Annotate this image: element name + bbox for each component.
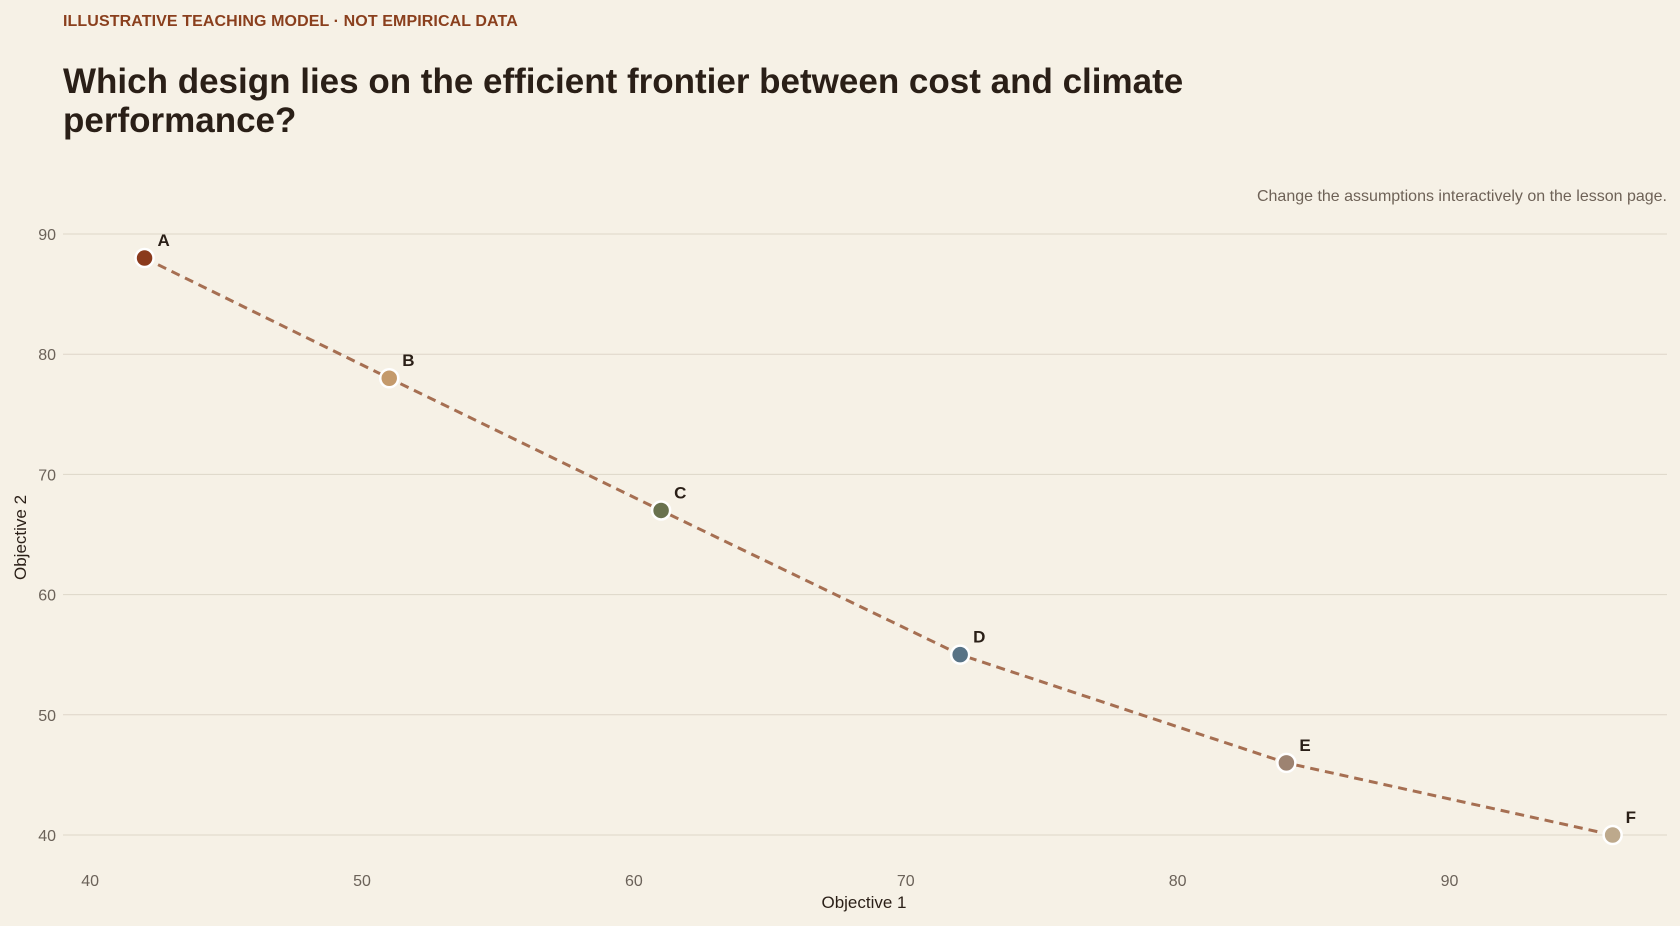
design-point-e[interactable]: [1276, 752, 1297, 774]
x-tick-label: 40: [81, 873, 99, 890]
design-label-e: E: [1299, 736, 1310, 755]
design-point-b[interactable]: [378, 367, 400, 389]
y-tick-label: 60: [38, 588, 56, 605]
y-tick-label: 40: [38, 828, 56, 845]
lesson-note: Change the assumptions interactively on …: [1256, 188, 1667, 205]
x-tick-label: 50: [353, 873, 371, 890]
design-point-c[interactable]: [650, 500, 672, 521]
design-point-d[interactable]: [949, 644, 971, 665]
y-tick-labels: 40 50 60 70 80 90: [38, 227, 56, 845]
design-label-f: F: [1626, 808, 1636, 827]
grid-lines: [63, 233, 1667, 836]
x-axis-label: Objective 1: [821, 893, 906, 912]
y-tick-label: 70: [38, 467, 56, 484]
y-axis-label: Objective 2: [11, 495, 30, 580]
x-tick-label: 60: [625, 873, 643, 890]
design-label-c: C: [674, 483, 686, 502]
y-tick-label: 50: [38, 708, 56, 725]
x-tick-labels: 40 50 60 70 80 90: [81, 873, 1458, 890]
eyebrow-label: ILLUSTRATIVE TEACHING MODEL · NOT EMPIRI…: [63, 13, 518, 30]
y-tick-label: 80: [38, 347, 56, 364]
y-tick-label: 90: [38, 227, 56, 244]
design-point-a[interactable]: [134, 247, 155, 269]
x-tick-label: 80: [1169, 873, 1187, 890]
chart-title: Which design lies on the efficient front…: [63, 62, 1184, 140]
design-label-a: A: [158, 231, 170, 250]
design-label-b: B: [402, 351, 414, 370]
design-point-f[interactable]: [1602, 824, 1623, 846]
design-point-labels: A B C D E F: [158, 231, 1636, 827]
efficient-frontier-line: [143, 256, 1613, 837]
design-points: [134, 247, 1623, 846]
x-tick-label: 70: [897, 873, 915, 890]
design-label-d: D: [973, 628, 985, 647]
x-tick-label: 90: [1441, 873, 1459, 890]
